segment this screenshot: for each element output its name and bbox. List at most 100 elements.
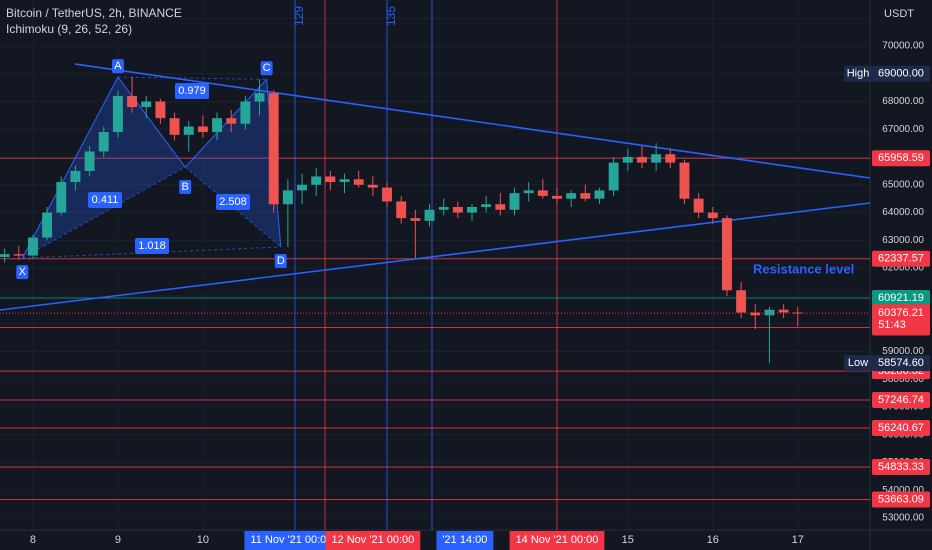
currency-label: USDT [884, 8, 914, 20]
candle-body [311, 176, 322, 185]
ratio-box [135, 238, 169, 254]
candle-body [537, 190, 548, 196]
current-price-label: 60376.21 [878, 307, 924, 319]
vertical-line-label: 129 [292, 6, 306, 26]
time-label: 11 Nov '21 00:00 [250, 534, 332, 546]
pattern-fill [185, 79, 281, 247]
candle-body [183, 126, 194, 135]
x-tick-label: 10 [197, 534, 209, 546]
y-tick-label: 64000.00 [882, 207, 924, 218]
level-tag [872, 250, 930, 267]
indicator-label: Ichimoku (9, 26, 52, 26) [6, 22, 132, 36]
candle-body [141, 101, 152, 108]
level-name-tag [844, 65, 872, 82]
candle-body [721, 218, 732, 291]
ratio-label: 1.018 [138, 240, 166, 252]
candle-body [297, 184, 307, 191]
y-tick-label: 63000.00 [882, 235, 924, 246]
candle-body [169, 118, 180, 135]
candle-body [410, 218, 421, 221]
level-tag [872, 150, 930, 167]
pattern-dash [22, 166, 186, 259]
candle-body [13, 254, 24, 256]
y-tick-label: 70000.00 [882, 41, 924, 52]
candle-body [98, 132, 109, 152]
candle-body [226, 118, 237, 124]
pattern-dash [22, 246, 281, 259]
level-tag [872, 419, 930, 436]
time-label-box [325, 531, 421, 550]
candle-body [325, 176, 336, 183]
candle-body [396, 201, 407, 219]
trendline [74, 63, 871, 179]
point-box [274, 253, 287, 268]
point-label: A [114, 60, 122, 72]
level-name: High [847, 68, 870, 80]
candle-body [679, 162, 690, 199]
y-tick-label: 53000.00 [882, 513, 924, 524]
point-label: C [263, 62, 271, 74]
candle-body [254, 93, 265, 102]
point-box [111, 59, 124, 74]
vertical-line-label: 135 [384, 6, 398, 26]
point-box [179, 180, 192, 195]
candle-body [84, 151, 95, 171]
point-box [16, 265, 29, 280]
candle-body [438, 207, 449, 210]
candle-body [240, 101, 251, 124]
level-tag [872, 491, 930, 508]
time-label-box [244, 531, 339, 550]
y-tick-label: 59000.00 [882, 346, 924, 357]
candle-body [736, 290, 747, 313]
chart-title: Bitcoin / TetherUS, 2h, BINANCE [6, 6, 182, 20]
x-tick-label: 8 [30, 534, 36, 546]
point-label: B [182, 181, 189, 193]
time-label-box [509, 531, 605, 550]
candle-body [750, 312, 761, 316]
candle-body [424, 209, 435, 221]
point-label: X [19, 266, 27, 278]
candle-body [112, 95, 123, 133]
y-tick-label: 54000.00 [882, 485, 924, 496]
currency-box [880, 6, 928, 22]
level-tag-label: 54833.33 [878, 461, 924, 473]
level-tag-label: 56240.67 [878, 422, 924, 434]
ratio-box [88, 192, 122, 208]
candle-body [552, 195, 562, 199]
annotation: Resistance level [753, 261, 854, 276]
x-tick-label: 9 [115, 534, 121, 546]
candle-body [566, 193, 577, 199]
time-label: '21 14:00 [442, 534, 487, 546]
current-price-tag [872, 304, 930, 333]
candle-body [70, 170, 81, 183]
candle-body [127, 95, 138, 108]
level-tag-label: 58574.60 [878, 357, 924, 369]
point-box [260, 61, 273, 76]
candle-body [212, 118, 223, 133]
ratio-box [175, 83, 209, 99]
candle-body [27, 237, 38, 256]
candle-body [268, 93, 279, 205]
candle-body [42, 212, 53, 238]
y-tick-label: 65000.00 [882, 179, 924, 190]
level-tag [872, 459, 930, 476]
candle-body [651, 154, 662, 163]
level-name-tag [844, 355, 872, 372]
y-tick-label: 68000.00 [882, 96, 924, 107]
candle-body [467, 207, 477, 213]
point-label: D [277, 255, 285, 267]
level-tag [872, 290, 930, 307]
level-tag [872, 355, 930, 372]
candle-body [707, 212, 718, 219]
y-tick-label: 67000.00 [882, 124, 924, 135]
x-tick-label: 15 [622, 534, 634, 546]
candle-body [594, 190, 605, 199]
candle-body [665, 154, 676, 163]
ratio-label: 0.411 [92, 194, 119, 206]
candle-body [197, 126, 208, 133]
y-tick-label: 58000.00 [882, 374, 924, 385]
level-name: Low [848, 357, 868, 369]
level-tag-label: 62337.57 [878, 253, 924, 265]
